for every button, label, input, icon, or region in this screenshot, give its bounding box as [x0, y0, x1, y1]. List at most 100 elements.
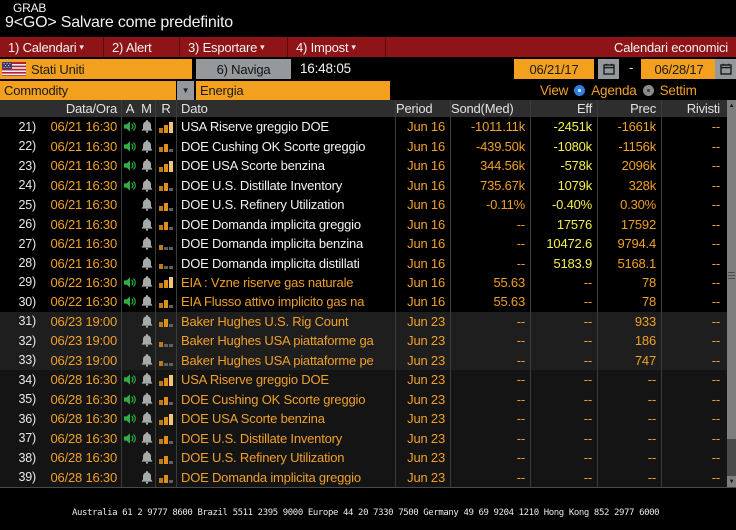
prior-cell: 2096k — [598, 155, 662, 176]
bell-icon — [141, 373, 152, 387]
actual-cell: -- — [531, 272, 598, 293]
table-row[interactable]: 34) 06/28 16:30 USA Riserve greggio DOE Jun… — [0, 370, 727, 390]
actual-cell: 5183.9 — [531, 253, 598, 273]
menu-item-label: 4) Impost — [296, 39, 349, 55]
event-datetime: 06/22 16:30 — [40, 272, 122, 293]
period-cell: Jun 16 — [396, 233, 451, 254]
table-row[interactable]: 30) 06/22 16:30 EIA Flusso attivo implicit… — [0, 292, 727, 312]
date-from-field[interactable]: 06/21/17 — [514, 59, 594, 79]
category-dropdown-button[interactable]: ▼ — [177, 81, 194, 100]
survey-cell: 344.56k — [451, 155, 531, 176]
survey-cell: -- — [451, 311, 531, 332]
menu-item[interactable]: 3) Esportare ▾ — [180, 37, 288, 57]
table-row[interactable]: 37) 06/28 16:30 DOE U.S. Distillate Invent… — [0, 428, 727, 448]
alert-cell — [122, 370, 138, 389]
scroll-down-icon[interactable]: ▼ — [727, 476, 736, 487]
scrollbar-thumb[interactable] — [727, 111, 736, 439]
scrollbar[interactable]: ▲ ▼ — [727, 100, 736, 487]
relevance-bars-icon — [159, 354, 173, 367]
menu-item[interactable]: 4) Impost ▾ — [288, 37, 386, 57]
period-cell: Jun 16 — [396, 155, 451, 176]
table-row[interactable]: 28) 06/21 16:30 DOE Domanda implicita dist… — [0, 253, 727, 273]
actual-cell: -- — [531, 467, 598, 487]
period-cell: Jun 23 — [396, 311, 451, 332]
category-select[interactable]: Commodity — [0, 81, 176, 100]
table-row[interactable]: 33) 06/23 19:00 Baker Hughes USA piattafor… — [0, 350, 727, 371]
actual-cell: 10472.6 — [531, 233, 598, 254]
calendar-from-button[interactable] — [598, 59, 619, 79]
relevance-bars-icon — [159, 393, 173, 406]
table-row[interactable]: 27) 06/21 16:30 DOE Domanda implicita benz… — [0, 233, 727, 254]
table-row[interactable]: 26) 06/21 16:30 DOE Domanda implicita greg… — [0, 214, 727, 234]
subcategory-field[interactable]: Energia — [196, 81, 390, 100]
table-row[interactable]: 36) 06/28 16:30 DOE USA Scorte benzina Jun … — [0, 409, 727, 429]
view-toggle: View Agenda Settim — [540, 81, 697, 100]
survey-cell: 735.67k — [451, 175, 531, 195]
table-row[interactable]: 22) 06/21 16:30 DOE Cushing OK Scorte greg… — [0, 136, 727, 156]
table-row[interactable]: 23) 06/21 16:30 DOE USA Scorte benzina Jun … — [0, 155, 727, 176]
col-actual[interactable]: Eff — [531, 100, 598, 117]
menu-item[interactable]: 2) Alert — [104, 37, 180, 57]
table-row[interactable]: 29) 06/22 16:30 EIA : Vzne riserve gas nat… — [0, 272, 727, 293]
survey-cell: -- — [451, 253, 531, 273]
date-to-field[interactable]: 06/28/17 — [641, 59, 717, 79]
col-monitor[interactable]: M — [138, 100, 156, 117]
row-number: 22) — [18, 139, 37, 154]
col-alert[interactable]: A — [125, 101, 135, 116]
monitor-cell — [138, 447, 156, 468]
bell-icon — [141, 237, 152, 250]
naviga-button[interactable]: 6) Naviga — [196, 59, 291, 79]
col-survey[interactable]: Sond(Med) — [451, 100, 531, 117]
col-datetime[interactable]: Data/Ora — [40, 100, 122, 117]
table-row[interactable]: 31) 06/23 19:00 Baker Hughes U.S. Rig Coun… — [0, 311, 727, 332]
period-cell: Jun 23 — [396, 331, 451, 351]
survey-cell: 55.63 — [451, 292, 531, 312]
region-field[interactable]: Stati Uniti — [0, 59, 192, 79]
table-row[interactable]: 39) 06/28 16:30 DOE Domanda implicita greg… — [0, 467, 727, 487]
event-datetime: 06/28 16:30 — [40, 447, 122, 468]
alert-cell — [122, 467, 138, 486]
period-cell: Jun 23 — [396, 428, 451, 448]
bell-icon — [141, 295, 152, 309]
revised-cell: -- — [711, 255, 720, 271]
col-prior[interactable]: Prec — [598, 100, 662, 117]
col-period[interactable]: Period — [396, 100, 451, 117]
col-dato[interactable]: Dato — [177, 100, 396, 117]
table-row[interactable]: 21) 06/21 16:30 USA Riserve greggio DOE Jun… — [0, 117, 727, 137]
event-datetime: 06/23 19:00 — [40, 350, 122, 371]
revised-cell: -- — [711, 119, 720, 135]
table-row[interactable]: 35) 06/28 16:30 DOE Cushing OK Scorte greg… — [0, 389, 727, 410]
table-row[interactable]: 25) 06/21 16:30 DOE U.S. Refinery Utilizat… — [0, 194, 727, 215]
menu-item[interactable]: 1) Calendari ▾ — [0, 37, 104, 57]
bell-icon — [141, 431, 152, 445]
table-row[interactable]: 32) 06/23 19:00 Baker Hughes USA piattafor… — [0, 331, 727, 351]
col-relevance[interactable]: R — [156, 100, 177, 117]
event-name: DOE USA Scorte benzina — [177, 155, 396, 176]
relevance-bars-icon — [159, 160, 173, 172]
speaker-icon — [123, 160, 136, 171]
revised-cell: -- — [711, 138, 720, 154]
period-cell: Jun 23 — [396, 409, 451, 429]
table-row[interactable]: 38) 06/28 16:30 DOE U.S. Refinery Utilizat… — [0, 447, 727, 468]
revised-cell: -- — [711, 236, 720, 252]
relevance-bars-icon — [159, 452, 173, 464]
radio-label[interactable]: Settim — [659, 83, 697, 98]
event-datetime: 06/23 19:00 — [40, 311, 122, 332]
event-datetime: 06/21 16:30 — [40, 194, 122, 215]
radio-label[interactable]: Agenda — [591, 83, 637, 98]
survey-cell: -- — [451, 428, 531, 448]
actual-cell: -- — [531, 370, 598, 390]
scroll-up-icon[interactable]: ▲ — [727, 100, 736, 111]
prior-cell: -- — [598, 409, 662, 429]
col-revised[interactable]: Rivisti — [686, 101, 720, 116]
radio-settim[interactable] — [642, 85, 654, 96]
radio-agenda[interactable] — [574, 85, 586, 96]
actual-cell: -- — [531, 447, 598, 468]
event-datetime: 06/21 16:30 — [40, 155, 122, 176]
prior-cell: 747 — [598, 350, 662, 371]
table-row[interactable]: 24) 06/21 16:30 DOE U.S. Distillate Invent… — [0, 175, 727, 195]
calendar-to-button[interactable] — [715, 59, 736, 79]
prior-cell: 328k — [598, 175, 662, 195]
monitor-cell — [138, 350, 156, 371]
alert-cell — [122, 351, 138, 370]
